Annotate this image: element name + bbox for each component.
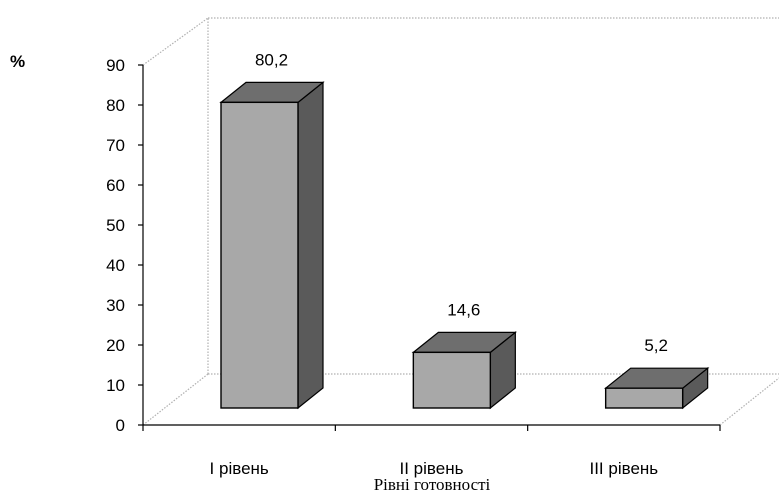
- bar-front-face: [604, 387, 684, 409]
- bar-side-face: [297, 81, 324, 410]
- y-tick-label: 10: [106, 376, 125, 395]
- data-labels: 80,2 14,6 5,2: [255, 50, 668, 355]
- y-tick-label: 70: [106, 136, 125, 155]
- y-tick-label: 90: [106, 56, 125, 75]
- y-tick-label: 60: [106, 176, 125, 195]
- data-label: 14,6: [447, 300, 480, 319]
- floor-right-edge: [719, 377, 779, 426]
- y-tick-label: 50: [106, 216, 125, 235]
- x-tick-label: ІІІ рівень: [589, 459, 658, 478]
- x-axis: І рівень ІІ рівень ІІІ рівень: [142, 424, 721, 478]
- y-axis-label: %: [10, 52, 25, 71]
- bar: [411, 331, 518, 410]
- data-label: 5,2: [644, 336, 668, 355]
- bar: [219, 81, 325, 410]
- y-tick-label: 20: [106, 336, 125, 355]
- bar-front-face: [220, 101, 299, 409]
- x-tick-label: ІІ рівень: [400, 459, 464, 478]
- bar: [603, 366, 710, 410]
- data-label: 80,2: [255, 50, 288, 69]
- y-tick-label: 0: [116, 416, 125, 435]
- y-axis: 0 10 20 30 40 50 60 70 80 90: [106, 56, 144, 435]
- y-tick-label: 40: [106, 256, 125, 275]
- y-tick-label: 30: [106, 296, 125, 315]
- x-axis-label: Рівні готовності: [374, 475, 491, 494]
- floor-left-edge: [142, 373, 209, 426]
- x-tick-label: І рівень: [210, 459, 269, 478]
- bar-front-face: [412, 351, 492, 409]
- side-wall-top-edge: [142, 17, 209, 66]
- y-tick-label: 80: [106, 96, 125, 115]
- bars: [219, 81, 710, 410]
